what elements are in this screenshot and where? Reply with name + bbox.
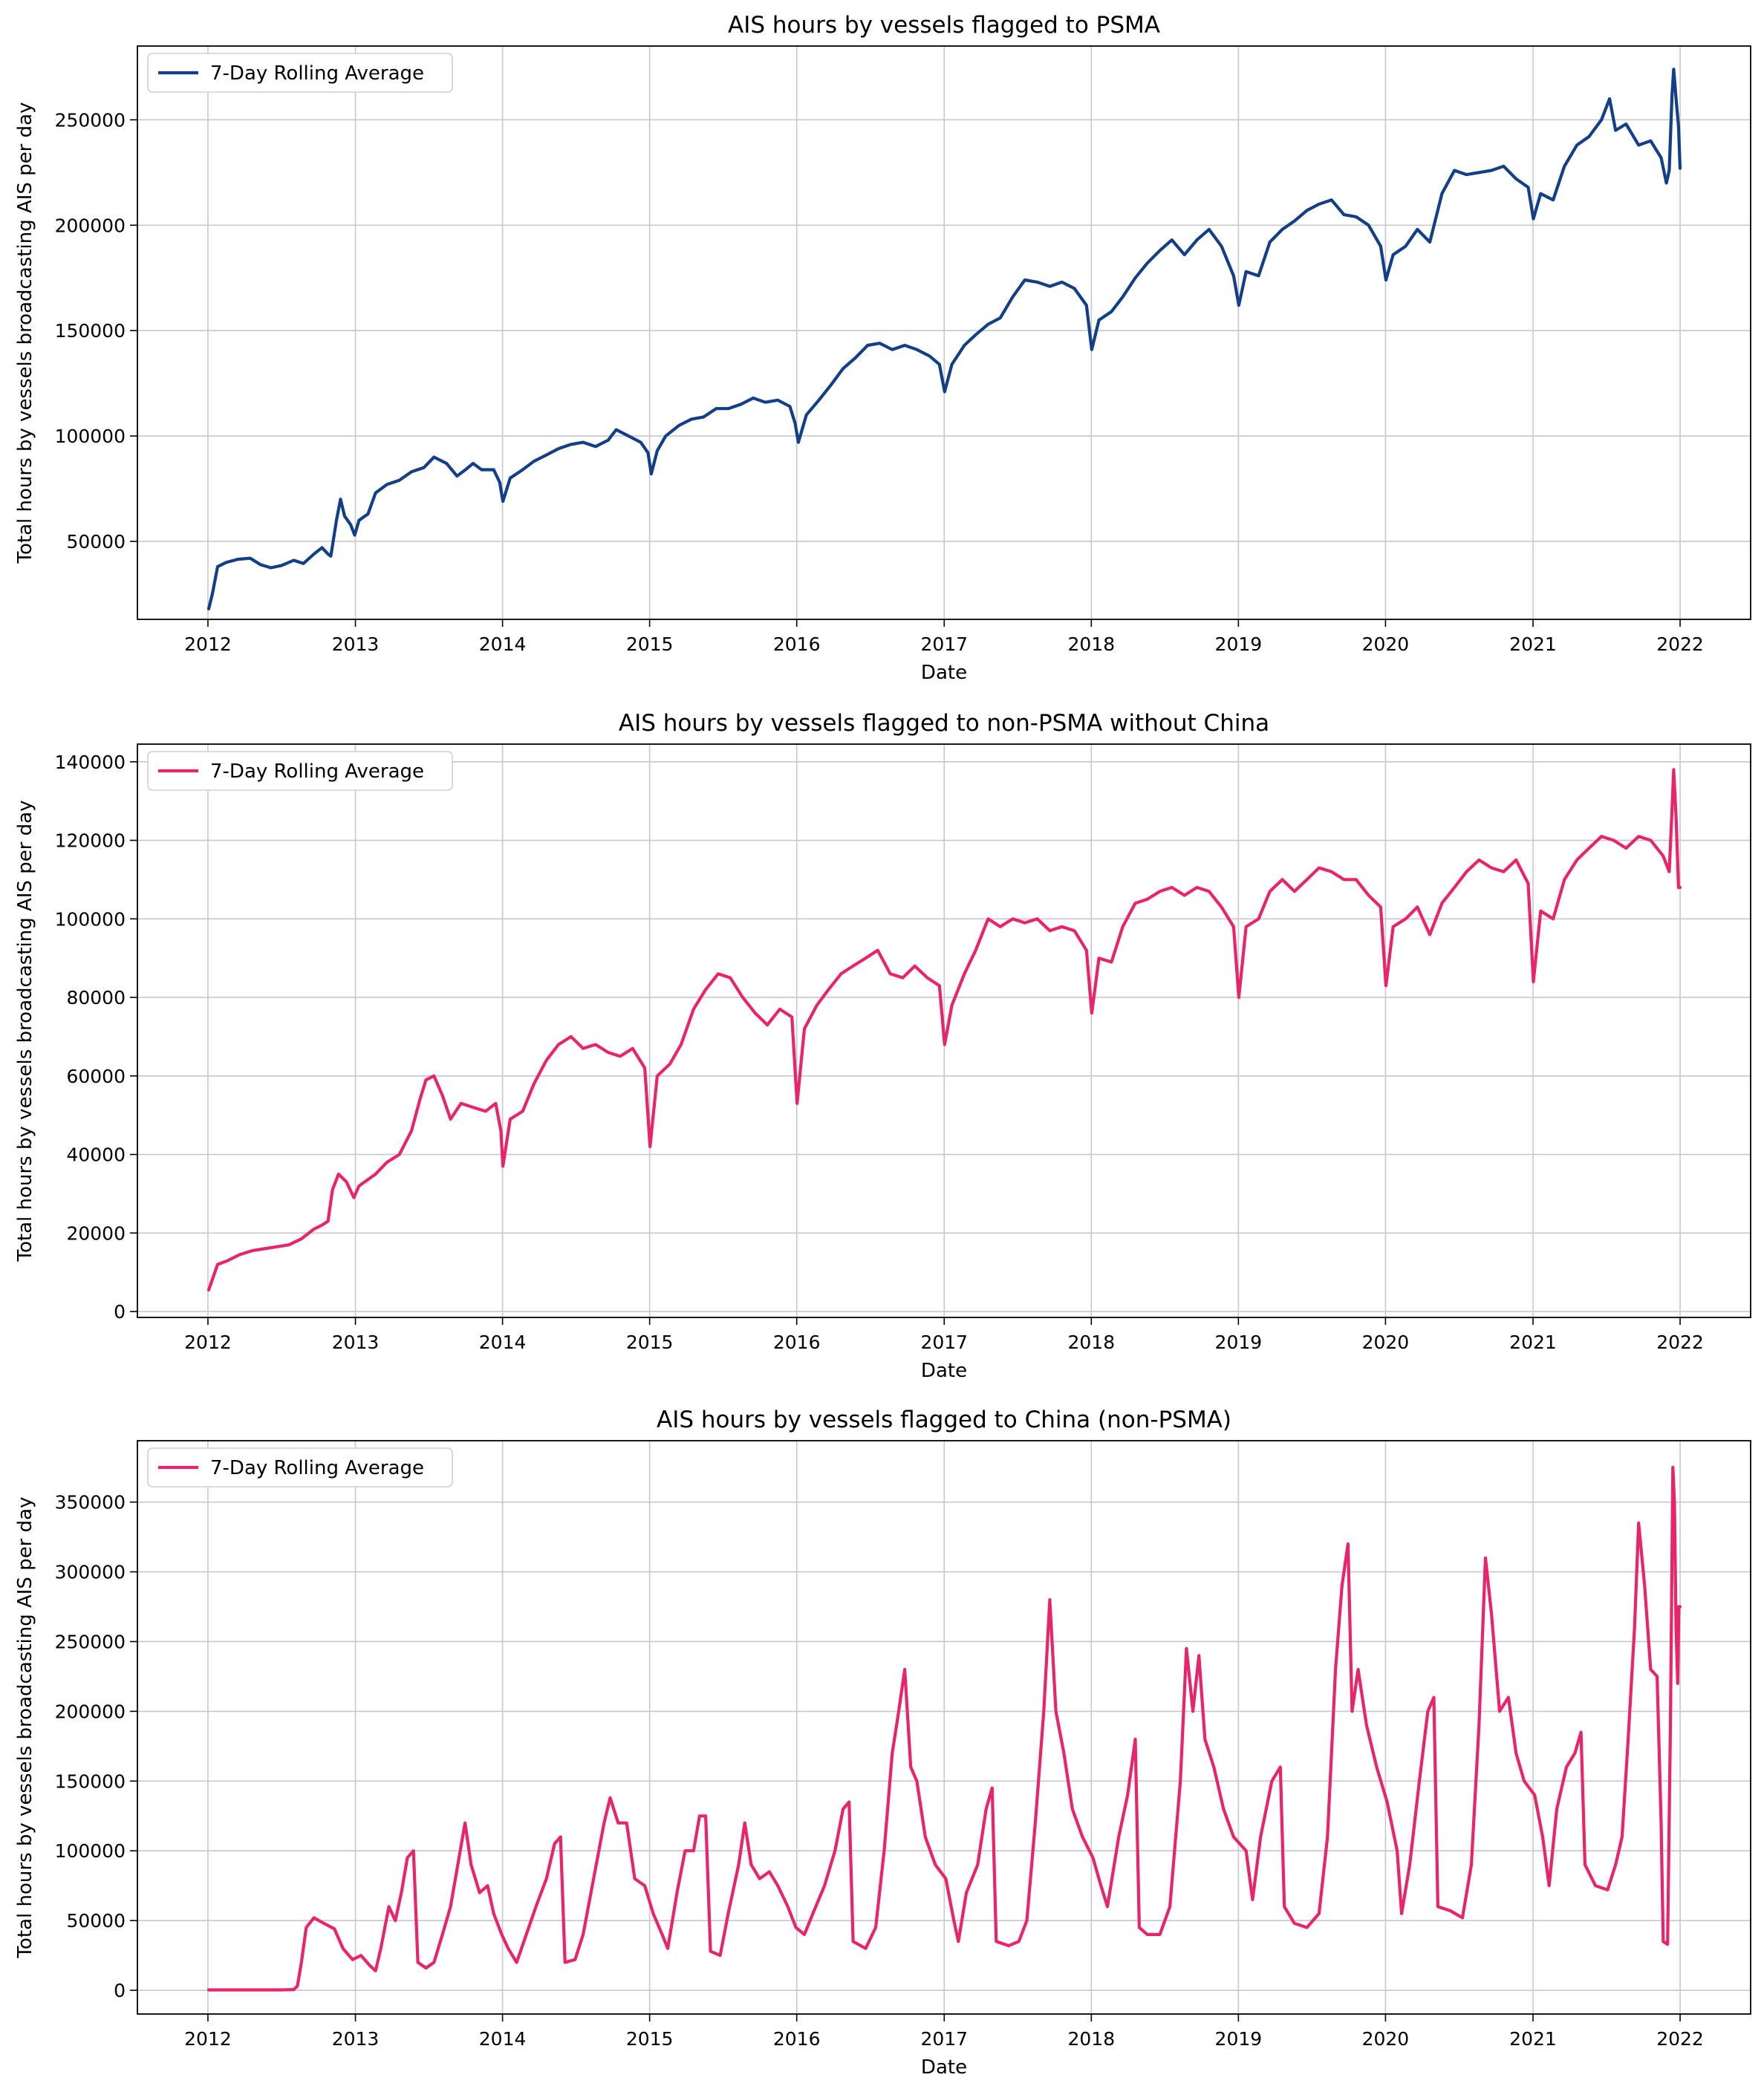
chart-title: AIS hours by vessels flagged to PSMA	[728, 12, 1160, 39]
x-axis-label: Date	[921, 1360, 967, 1382]
x-tick-label: 2022	[1656, 633, 1704, 655]
x-tick-label: 2016	[773, 1332, 821, 1353]
y-tick-label: 150000	[55, 1770, 126, 1792]
x-tick-label: 2020	[1362, 1332, 1410, 1353]
x-tick-label: 2020	[1362, 633, 1410, 655]
y-tick-label: 100000	[55, 1840, 126, 1862]
x-tick-label: 2013	[332, 1332, 380, 1353]
y-tick-label: 100000	[55, 908, 126, 930]
x-tick-label: 2019	[1215, 2028, 1263, 2050]
x-tick-label: 2015	[626, 1332, 674, 1353]
x-tick-label: 2012	[184, 633, 232, 655]
chart-panel: AIS hours by vessels flagged to non-PSMA…	[14, 710, 1751, 1382]
y-axis-label: Total hours by vessels broadcasting AIS …	[14, 102, 36, 564]
x-tick-label: 2012	[184, 2028, 232, 2050]
x-tick-label: 2016	[773, 2028, 821, 2050]
plot-frame	[137, 743, 1751, 1318]
x-tick-label: 2015	[626, 2028, 674, 2050]
legend: 7-Day Rolling Average	[147, 1447, 453, 1487]
x-tick-label: 2020	[1362, 2028, 1410, 2050]
x-tick-label: 2021	[1509, 633, 1557, 655]
x-tick-label: 2019	[1215, 1332, 1263, 1353]
y-tick-label: 0	[114, 1301, 126, 1323]
x-axis-label: Date	[921, 662, 967, 684]
x-tick-label: 2019	[1215, 633, 1263, 655]
y-tick-label: 0	[114, 1980, 126, 2001]
chart-title: AIS hours by vessels flagged to non-PSMA…	[619, 710, 1269, 737]
chart-panel: AIS hours by vessels flagged to PSMA 2012…	[14, 12, 1751, 684]
x-tick-label: 2018	[1068, 633, 1116, 655]
y-tick-label: 120000	[55, 830, 126, 852]
y-tick-label: 50000	[66, 1910, 126, 1932]
y-tick-label: 100000	[55, 426, 126, 447]
y-tick-label: 60000	[66, 1066, 126, 1087]
legend-label: 7-Day Rolling Average	[210, 62, 424, 85]
y-tick-label: 140000	[55, 752, 126, 773]
series-line	[206, 1465, 1682, 1992]
plot-frame	[137, 1440, 1751, 2015]
y-tick-label: 350000	[55, 1492, 126, 1513]
series-line	[206, 768, 1682, 1292]
y-tick-label: 200000	[55, 215, 126, 236]
legend: 7-Day Rolling Average	[147, 751, 453, 791]
y-axis-label: Total hours by vessels broadcasting AIS …	[14, 801, 36, 1262]
y-tick-label: 80000	[66, 987, 126, 1008]
legend-box	[147, 1447, 453, 1487]
x-tick-label: 2021	[1509, 2028, 1557, 2050]
x-tick-label: 2018	[1068, 1332, 1116, 1353]
x-tick-label: 2021	[1509, 1332, 1557, 1353]
x-axis-label: Date	[921, 2056, 967, 2079]
x-tick-label: 2012	[184, 1332, 232, 1353]
x-tick-label: 2014	[479, 1332, 527, 1353]
y-tick-label: 200000	[55, 1701, 126, 1722]
x-tick-label: 2013	[332, 2028, 380, 2050]
y-tick-label: 150000	[55, 320, 126, 342]
legend: 7-Day Rolling Average	[147, 53, 453, 93]
x-tick-label: 2013	[332, 633, 380, 655]
x-tick-label: 2017	[920, 633, 968, 655]
legend-box	[147, 53, 453, 93]
x-tick-label: 2017	[920, 2028, 968, 2050]
x-tick-label: 2018	[1068, 2028, 1116, 2050]
series-line	[206, 68, 1682, 610]
plot-frame	[137, 45, 1751, 620]
y-tick-label: 250000	[55, 109, 126, 131]
chart-title: AIS hours by vessels flagged to China (n…	[657, 1407, 1231, 1433]
x-tick-label: 2016	[773, 633, 821, 655]
x-tick-label: 2014	[479, 633, 527, 655]
x-tick-label: 2014	[479, 2028, 527, 2050]
y-tick-label: 20000	[66, 1222, 126, 1244]
chart-panel: AIS hours by vessels flagged to China (n…	[14, 1407, 1751, 2079]
x-tick-label: 2015	[626, 633, 674, 655]
legend-box	[147, 751, 453, 791]
y-tick-label: 300000	[55, 1562, 126, 1583]
y-tick-label: 40000	[66, 1144, 126, 1166]
x-tick-label: 2017	[920, 1332, 968, 1353]
y-tick-label: 250000	[55, 1631, 126, 1652]
y-axis-label: Total hours by vessels broadcasting AIS …	[14, 1497, 36, 1959]
x-tick-label: 2022	[1656, 2028, 1704, 2050]
y-tick-label: 50000	[66, 531, 126, 553]
legend-label: 7-Day Rolling Average	[210, 760, 424, 783]
legend-label: 7-Day Rolling Average	[210, 1457, 424, 1479]
x-tick-label: 2022	[1656, 1332, 1704, 1353]
